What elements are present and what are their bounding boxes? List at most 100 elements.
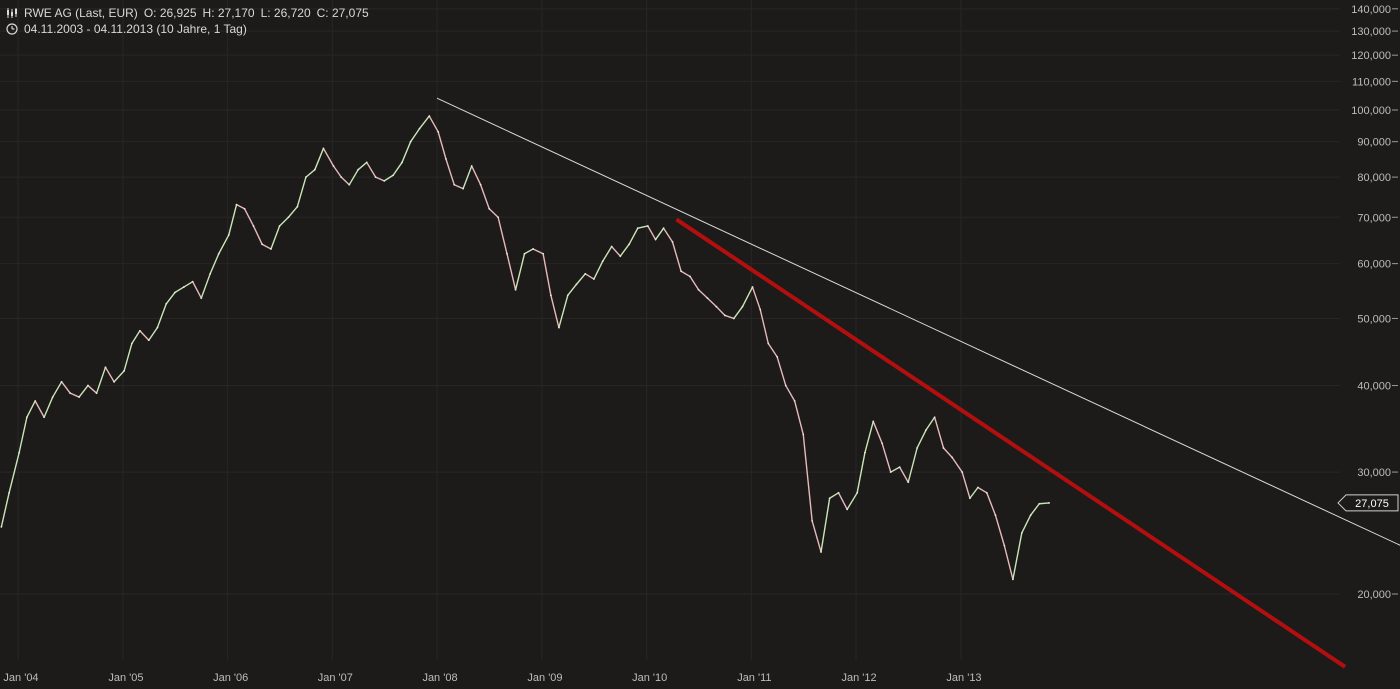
price-segment (776, 356, 787, 387)
price-segment (697, 289, 709, 299)
price-point (497, 216, 500, 219)
price-point (784, 384, 787, 387)
price-point (671, 240, 674, 243)
price-point (453, 183, 456, 186)
price-segment (550, 294, 560, 329)
price-segment (898, 466, 909, 483)
price-segment (610, 245, 621, 257)
price-segment (209, 253, 220, 275)
price-segment (165, 291, 176, 305)
x-tick-label: Jan '05 (108, 672, 143, 684)
price-segment (986, 492, 997, 516)
price-point (907, 481, 910, 484)
price-segment (428, 115, 439, 133)
price-segment (602, 245, 613, 262)
price-segment (471, 165, 482, 186)
price-point (437, 130, 440, 133)
y-tick-label: 120,000 (1351, 50, 1391, 62)
price-segment (951, 456, 963, 473)
y-tick-label: 100,000 (1351, 105, 1391, 117)
price-segment (872, 420, 883, 445)
y-tick-label: 90,000 (1357, 137, 1391, 149)
price-point (488, 207, 491, 210)
price-segment (942, 447, 953, 459)
price-segment (26, 400, 36, 418)
price-segment (523, 248, 534, 255)
price-point (1038, 502, 1041, 505)
price-point (428, 115, 431, 117)
price-segment (332, 165, 342, 178)
price-point (235, 203, 238, 206)
price-segment (131, 330, 141, 345)
price-segment (479, 184, 490, 210)
price-point (69, 392, 72, 395)
price-segment (961, 471, 971, 499)
price-point (8, 491, 11, 494)
price-segment (392, 161, 403, 176)
price-segment (680, 270, 691, 278)
price-point (662, 227, 665, 230)
price-point (610, 245, 613, 248)
price-point (123, 369, 126, 372)
price-segment (113, 370, 125, 383)
price-point (751, 286, 754, 288)
price-point (820, 551, 822, 553)
price-segment (619, 243, 630, 257)
price-point (200, 297, 203, 300)
price-segment (305, 168, 316, 178)
price-segment (261, 243, 272, 250)
price-point (628, 243, 631, 246)
low-value: L: 26,720 (260, 6, 311, 20)
price-segment (715, 305, 726, 317)
price-segment (78, 384, 89, 398)
white-trendline[interactable] (436, 97, 1400, 572)
price-segment (374, 176, 385, 182)
y-tick-label: 110,000 (1352, 76, 1391, 88)
price-segment (994, 514, 1006, 547)
price-point (305, 176, 307, 179)
price-segment (191, 280, 202, 299)
price-point (566, 294, 569, 297)
x-tick-label: Jan '12 (841, 672, 876, 684)
price-point (173, 291, 176, 294)
price-segment (462, 165, 473, 190)
price-point (383, 179, 386, 182)
price-point (697, 288, 700, 291)
price-segment (156, 303, 167, 329)
price-point (227, 234, 230, 236)
price-point (916, 447, 919, 449)
price-segment (890, 466, 901, 473)
trendlines (436, 97, 1400, 669)
price-segment (409, 127, 421, 143)
price-segment (314, 147, 325, 171)
price-point (332, 165, 335, 167)
price-segment (174, 286, 185, 294)
price-point (925, 429, 927, 431)
price-segment (218, 234, 230, 255)
price-point (985, 491, 988, 494)
price-segment (584, 273, 595, 280)
chart-title: RWE AG (Last, EUR) (24, 6, 138, 20)
price-point (994, 514, 997, 517)
price-segment (802, 433, 813, 522)
y-tick-label: 50,000 (1357, 313, 1391, 325)
price-point (549, 294, 552, 297)
price-segment (287, 206, 299, 218)
price-point (243, 207, 246, 210)
price-point (261, 243, 263, 246)
price-segment (34, 400, 45, 418)
price-point (409, 140, 412, 143)
price-point (462, 187, 465, 190)
price-segment (235, 203, 246, 210)
high-value: H: 27,170 (202, 6, 255, 20)
price-segment (401, 140, 412, 164)
clock-icon (6, 23, 18, 35)
price-segment (200, 273, 211, 299)
x-tick-label: Jan '06 (213, 672, 248, 684)
price-point (1003, 544, 1006, 547)
price-point (759, 308, 762, 311)
red-trendline[interactable] (675, 217, 1347, 669)
price-segment (654, 227, 665, 241)
